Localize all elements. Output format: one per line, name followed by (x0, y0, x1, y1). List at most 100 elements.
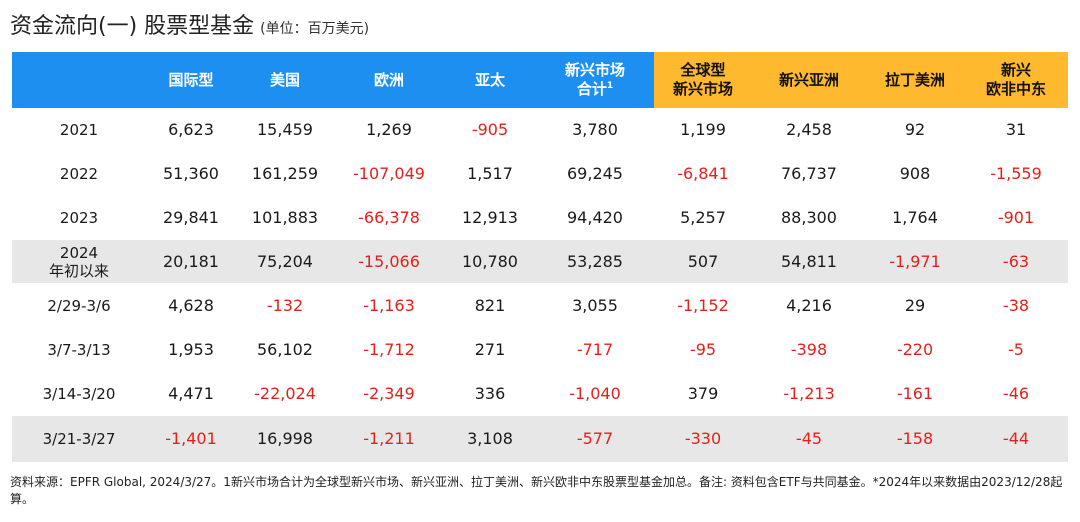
column-header: 欧洲 (334, 52, 444, 108)
table-cell: 20,181 (146, 239, 236, 284)
table-cell: -44 (964, 415, 1068, 463)
title-main: 资金流向(一) 股票型基金 (10, 14, 255, 39)
table-cell: 1,764 (866, 195, 964, 240)
table-cell: 29 (866, 283, 964, 328)
table-cell: -717 (536, 327, 654, 372)
column-header-line2: 新兴市场 (672, 80, 733, 98)
row-label-line1: 3/14-3/20 (42, 384, 116, 403)
column-header-line1: 拉丁美洲 (884, 70, 945, 89)
table-cell: 15,459 (236, 108, 334, 152)
row-label: 3/7-3/13 (12, 327, 146, 372)
table-cell: 1,199 (654, 108, 752, 152)
table-cell: -158 (866, 415, 964, 463)
table-cell: 88,300 (752, 195, 866, 240)
row-label-line1: 2024 (59, 243, 99, 262)
row-label-line1: 3/7-3/13 (47, 340, 111, 359)
table-cell: 507 (654, 239, 752, 284)
table-cell: -6,841 (654, 151, 752, 196)
table-row: 2021 6,623 15,459 1,269 -905 3,780 1,199 2,458 9… (12, 108, 1068, 152)
row-label: 2/29-3/6 (12, 283, 146, 328)
row-label: 2021 (12, 108, 146, 152)
column-header-line1: 新兴 (1000, 61, 1031, 79)
table-cell: 54,811 (752, 239, 866, 284)
fund-flow-table: 国际型 美国 欧洲 亚太 新兴市场 合计1 全球型 新兴市场 新兴亚洲 拉丁美洲 新兴 欧非中东 20… (12, 52, 1068, 463)
table-cell: 94,420 (536, 195, 654, 240)
table-cell: 821 (444, 283, 536, 328)
table-row: 2022 51,360 161,259 -107,049 1,517 69,245 -6,8… (12, 151, 1068, 196)
table-cell: 75,204 (236, 239, 334, 284)
page-title: 资金流向(一) 股票型基金 (单位：百万美元) (10, 8, 369, 42)
table-cell: -2,349 (334, 371, 444, 416)
table-cell: 271 (444, 327, 536, 372)
table-cell: -95 (654, 327, 752, 372)
column-header: 新兴 欧非中东 (964, 52, 1068, 108)
table-row: 2024 年初以来 20,181 75,204 -15,066 10,780 53,285 5… (12, 239, 1068, 284)
table-cell: 5,257 (654, 195, 752, 240)
table-cell: -46 (964, 371, 1068, 416)
column-header-line2: 合计 (576, 80, 607, 98)
table-cell: -1,163 (334, 283, 444, 328)
column-header-line1: 亚太 (474, 70, 505, 89)
table-cell: -1,559 (964, 151, 1068, 196)
table-cell: 51,360 (146, 151, 236, 196)
table-cell: 69,245 (536, 151, 654, 196)
table-cell: 2,458 (752, 108, 866, 152)
table-cell: -5 (964, 327, 1068, 372)
header-corner (12, 52, 146, 108)
row-label-line1: 2021 (59, 120, 99, 139)
table-cell: 56,102 (236, 327, 334, 372)
table-cell: -22,024 (236, 371, 334, 416)
column-header: 全球型 新兴市场 (654, 52, 752, 108)
table-row: 2023 29,841 101,883 -66,378 12,913 94,420 5,25… (12, 195, 1068, 240)
table-row: 3/14-3/20 4,471 -22,024 -2,349 336 -1,040 379-… (12, 371, 1068, 416)
row-label-line1: 2023 (59, 208, 99, 227)
table-cell: 3,780 (536, 108, 654, 152)
column-header-line1: 欧洲 (373, 70, 404, 89)
table-cell: 161,259 (236, 151, 334, 196)
table-cell: -330 (654, 415, 752, 463)
table-cell: -1,152 (654, 283, 752, 328)
table-cell: 92 (866, 108, 964, 152)
table-cell: 29,841 (146, 195, 236, 240)
table-cell: -63 (964, 239, 1068, 284)
column-header: 新兴亚洲 (752, 52, 866, 108)
table-cell: 1,953 (146, 327, 236, 372)
table-cell: 31 (964, 108, 1068, 152)
table-cell: -1,213 (752, 371, 866, 416)
table-cell: 336 (444, 371, 536, 416)
table-cell: -1,712 (334, 327, 444, 372)
row-label-line1: 2022 (59, 164, 99, 183)
table-row: 3/7-3/13 1,953 56,102 -1,712 271 -717 -95 -398-… (12, 327, 1068, 372)
header-row: 国际型 美国 欧洲 亚太 新兴市场 合计1 全球型 新兴市场 新兴亚洲 拉丁美洲 新兴 欧非中东 (12, 52, 1068, 108)
table-cell: 76,737 (752, 151, 866, 196)
table-cell: -905 (444, 108, 536, 152)
table-cell: -220 (866, 327, 964, 372)
table-cell: -38 (964, 283, 1068, 328)
table-cell: 908 (866, 151, 964, 196)
title-unit: (单位：百万美元) (260, 21, 370, 37)
column-header-line1: 全球型 (680, 61, 726, 79)
column-header-line1: 美国 (269, 70, 300, 89)
table-cell: -132 (236, 283, 334, 328)
table-cell: 6,623 (146, 108, 236, 152)
column-header: 国际型 (146, 52, 236, 108)
row-label-line2: 年初以来 (48, 261, 109, 280)
table-cell: -66,378 (334, 195, 444, 240)
row-label: 2022 (12, 151, 146, 196)
table-cell: 1,269 (334, 108, 444, 152)
column-header-line1: 国际型 (168, 70, 214, 89)
column-header-line1: 新兴亚洲 (778, 70, 839, 89)
row-label-line1: 2/29-3/6 (47, 296, 111, 315)
row-label: 2023 (12, 195, 146, 240)
table-cell: -107,049 (334, 151, 444, 196)
footnote-marker: 1 (606, 81, 614, 91)
row-label: 3/21-3/27 (12, 415, 146, 463)
footnote: 资料来源：EPFR Global, 2024/3/27。1新兴市场合计为全球型新… (10, 475, 1063, 506)
table-cell: -1,971 (866, 239, 964, 284)
table-cell: -577 (536, 415, 654, 463)
column-header-line2: 欧非中东 (985, 80, 1046, 98)
table-cell: 4,216 (752, 283, 866, 328)
column-header-line1: 新兴市场 (564, 61, 625, 79)
table-cell: 379 (654, 371, 752, 416)
table-cell: -15,066 (334, 239, 444, 284)
